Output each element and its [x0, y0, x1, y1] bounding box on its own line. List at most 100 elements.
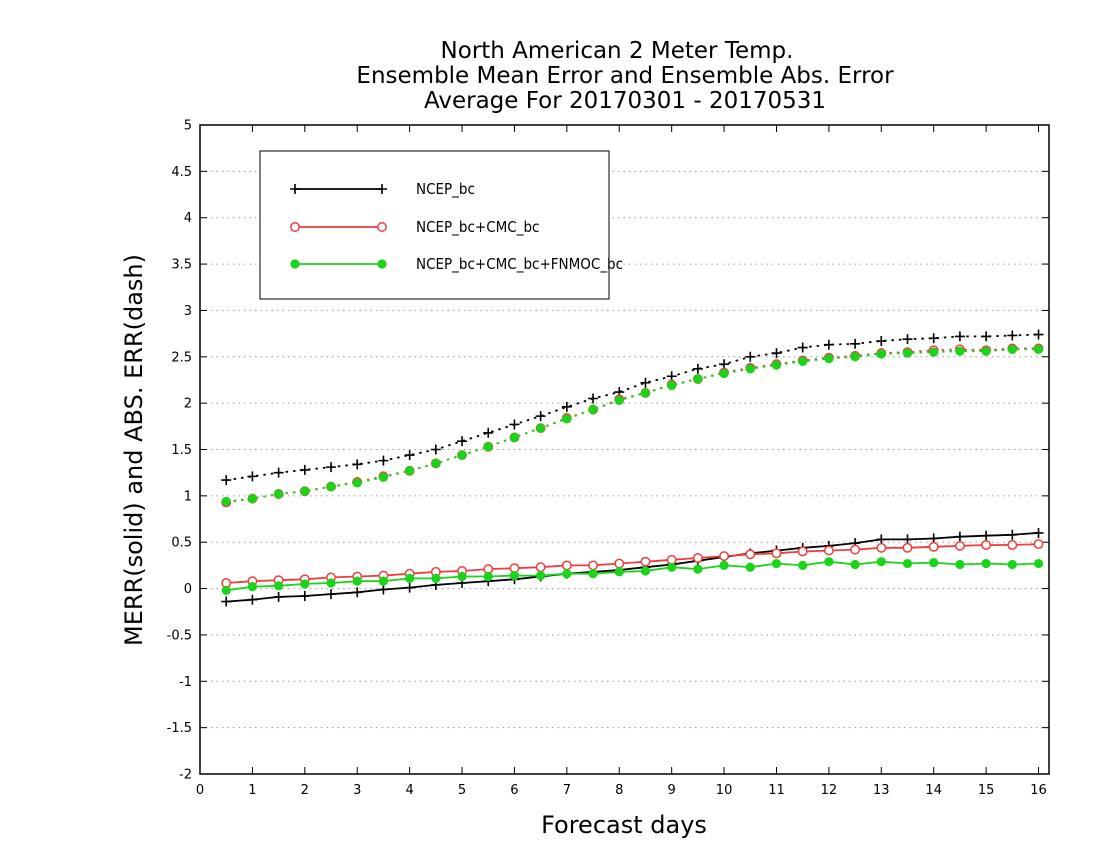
y-tick-label: -2	[179, 768, 192, 783]
chart-title-line-2: Ensemble Mean Error and Ensemble Abs. Er…	[356, 63, 894, 89]
data-point-ncep-bc-merr	[1007, 529, 1018, 540]
data-point-ncep-bc-abs-err	[745, 351, 756, 362]
data-point-ncep-bc-cmc-bc-fnmoc-bc-abs-err	[562, 414, 572, 424]
data-point-ncep-bc-cmc-bc-fnmoc-bc-merr	[457, 571, 467, 582]
data-point-ncep-bc-cmc-bc-merr	[745, 549, 756, 560]
data-point-ncep-bc-cmc-bc-fnmoc-bc-merr	[929, 558, 939, 568]
y-tick-label: 2.5	[171, 350, 192, 365]
data-point-ncep-bc-cmc-bc-fnmoc-bc-merr	[588, 569, 598, 579]
data-point-ncep-bc-cmc-bc-merr	[981, 540, 992, 550]
data-point-ncep-bc-cmc-bc-fnmoc-bc-abs-err	[378, 472, 389, 482]
data-point-ncep-bc-cmc-bc-merr	[535, 562, 546, 573]
data-point-ncep-bc-cmc-bc-fnmoc-bc-merr	[771, 558, 782, 569]
data-point-ncep-bc-cmc-bc-fnmoc-bc-merr	[274, 581, 284, 591]
data-point-ncep-bc-cmc-bc-fnmoc-bc-merr	[352, 576, 362, 586]
data-point-ncep-bc-abs-err	[535, 411, 546, 422]
data-point-ncep-bc-abs-err	[797, 342, 808, 353]
data-point-ncep-bc-abs-err	[771, 348, 782, 359]
data-point-ncep-bc-abs-err	[719, 359, 730, 370]
data-point-ncep-bc-cmc-bc-fnmoc-bc-merr	[693, 564, 703, 574]
data-point-ncep-bc-merr	[326, 589, 337, 600]
y-tick-label: -0.5	[167, 628, 192, 643]
legend-marker-ncep-bc	[377, 184, 387, 194]
data-point-ncep-bc-cmc-bc-fnmoc-bc-abs-err	[536, 423, 546, 433]
data-point-ncep-bc-cmc-bc-fnmoc-bc-merr	[981, 558, 991, 569]
data-point-ncep-bc-abs-err	[273, 467, 284, 478]
data-point-ncep-bc-cmc-bc-fnmoc-bc-abs-err	[326, 481, 336, 492]
legend-label-ncep-bc-cmc-bc-fnmoc-bc: NCEP_bc+CMC_bc+FNMOC_bc	[416, 255, 623, 274]
y-tick-label: -1	[179, 675, 192, 690]
x-tick-label: 1	[248, 783, 256, 798]
data-point-ncep-bc-cmc-bc-fnmoc-bc-abs-err	[771, 360, 782, 370]
data-point-ncep-bc-abs-err	[981, 331, 992, 342]
y-tick-label: 3	[184, 304, 192, 319]
legend-marker-ncep-bc-cmc-bc-fnmoc-bc	[290, 259, 300, 269]
data-point-ncep-bc-cmc-bc-fnmoc-bc-merr	[536, 570, 546, 581]
data-point-ncep-bc-cmc-bc-fnmoc-bc-merr	[640, 566, 651, 576]
data-point-ncep-bc-cmc-bc-merr	[692, 553, 703, 563]
data-point-ncep-bc-cmc-bc-merr	[719, 551, 730, 562]
data-point-ncep-bc-abs-err	[561, 401, 572, 412]
x-tick-label: 2	[301, 783, 309, 798]
x-tick-label: 0	[196, 783, 204, 798]
data-point-ncep-bc-merr	[981, 530, 992, 541]
data-point-ncep-bc-cmc-bc-fnmoc-bc-abs-err	[955, 346, 965, 356]
y-tick-label: 3.5	[171, 258, 192, 273]
x-tick-label: 8	[615, 783, 623, 798]
data-point-ncep-bc-abs-err	[352, 459, 363, 470]
series-ncep-bc-cmc-bc-fnmoc-bc	[221, 344, 1044, 596]
data-point-ncep-bc-cmc-bc-merr	[640, 556, 651, 567]
data-point-ncep-bc-cmc-bc-merr	[850, 544, 861, 555]
data-point-ncep-bc-cmc-bc-fnmoc-bc-merr	[509, 570, 520, 581]
data-point-ncep-bc-cmc-bc-fnmoc-bc-merr	[876, 557, 886, 567]
data-point-ncep-bc-cmc-bc-fnmoc-bc-merr	[850, 559, 860, 570]
data-point-ncep-bc-abs-err	[483, 427, 494, 438]
series-line-ncep-bc-cmc-bc-fnmoc-bc-abs-err	[226, 348, 1039, 503]
x-axis-label: Forecast days	[541, 811, 707, 839]
data-point-ncep-bc-cmc-bc-fnmoc-bc-merr	[902, 558, 913, 569]
x-tick-label: 5	[458, 783, 466, 798]
legend: NCEP_bc NCEP_bc+CMC_bc NCEP_bc+CMC_bc+FNMO…	[259, 150, 623, 300]
data-point-ncep-bc-cmc-bc-fnmoc-bc-merr	[798, 560, 808, 570]
data-point-ncep-bc-merr	[902, 534, 913, 545]
data-point-ncep-bc-cmc-bc-fnmoc-bc-merr	[483, 571, 493, 582]
data-point-ncep-bc-cmc-bc-merr	[614, 558, 625, 569]
y-tick-label: 4.5	[171, 165, 192, 180]
series-line-ncep-bc-merr	[226, 532, 1039, 603]
data-point-ncep-bc-abs-err	[876, 336, 887, 347]
data-point-ncep-bc-cmc-bc-merr	[954, 540, 965, 551]
y-tick-label: 5	[184, 119, 192, 134]
legend-marker-ncep-bc-cmc-bc	[377, 222, 387, 232]
data-point-ncep-bc-merr	[221, 596, 232, 607]
data-point-ncep-bc-cmc-bc-merr	[797, 546, 808, 557]
series-line-ncep-bc-cmc-bc-abs-err	[226, 347, 1039, 504]
data-point-ncep-bc-merr	[1033, 527, 1044, 538]
data-point-ncep-bc-cmc-bc-fnmoc-bc-abs-err	[693, 374, 703, 384]
data-point-ncep-bc-abs-err	[823, 339, 834, 350]
y-tick-label: 0	[184, 582, 192, 597]
legend-label-ncep-bc: NCEP_bc	[416, 180, 475, 199]
data-point-ncep-bc-abs-err	[928, 333, 939, 344]
data-point-ncep-bc-merr	[273, 591, 284, 602]
data-point-ncep-bc-abs-err	[457, 436, 468, 447]
data-point-ncep-bc-abs-err	[902, 334, 913, 345]
data-point-ncep-bc-cmc-bc-fnmoc-bc-abs-err	[405, 466, 415, 476]
data-point-ncep-bc-cmc-bc-merr	[588, 560, 599, 571]
data-point-ncep-bc-cmc-bc-fnmoc-bc-abs-err	[483, 442, 493, 452]
data-point-ncep-bc-cmc-bc-fnmoc-bc-merr	[745, 562, 755, 572]
data-point-ncep-bc-cmc-bc-fnmoc-bc-merr	[221, 585, 231, 596]
y-tick-label: -1.5	[167, 721, 192, 736]
data-point-ncep-bc-cmc-bc-fnmoc-bc-abs-err	[902, 348, 913, 358]
x-tick-label: 3	[353, 783, 361, 798]
series-layer	[221, 329, 1044, 607]
data-point-ncep-bc-abs-err	[640, 377, 651, 388]
data-point-ncep-bc-abs-err	[326, 462, 337, 473]
data-point-ncep-bc-cmc-bc-merr	[561, 560, 572, 571]
data-point-ncep-bc-cmc-bc-fnmoc-bc-abs-err	[981, 346, 991, 356]
data-point-ncep-bc-cmc-bc-merr	[902, 542, 913, 553]
legend-box	[259, 150, 610, 300]
data-point-ncep-bc-abs-err	[430, 444, 441, 455]
x-tick-label: 16	[1030, 783, 1047, 798]
data-point-ncep-bc-merr	[378, 584, 389, 595]
